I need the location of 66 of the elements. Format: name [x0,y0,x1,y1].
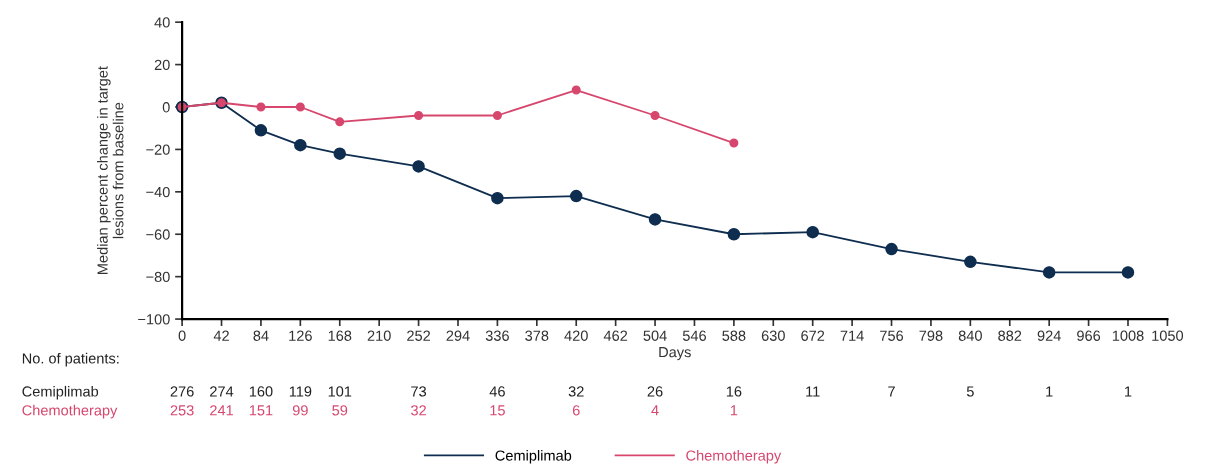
text: 276 [170,386,194,397]
x-tick-label: 924 [1037,330,1061,341]
text: 101 [328,386,352,397]
y-tick-label: −20 [146,144,170,155]
text: 15 [490,405,505,416]
x-tick-label: 462 [603,330,628,341]
text: 241 [210,405,233,416]
x-tick-label: 840 [958,330,982,341]
x-tick-label: 504 [643,330,667,341]
text: 1 [1046,386,1053,397]
x-tick-label: 84 [253,330,269,341]
text: 99 [292,405,308,416]
text: 1 [730,405,738,416]
x-tick-label: 42 [213,330,229,341]
text: 59 [332,405,348,416]
text: 26 [647,386,663,397]
x-tick-label: 546 [682,330,706,341]
y-tick-label: 40 [154,17,170,28]
x-tick-label: 966 [1077,330,1101,341]
text: 4 [651,405,659,416]
x-tick-label: 0 [178,330,186,341]
text: 32 [568,386,584,397]
x-tick-label: 1008 [1112,330,1144,341]
text: 274 [210,386,234,397]
x-tick-label: 756 [880,330,904,341]
x-tick-label: 714 [840,330,864,341]
text: 253 [170,405,194,416]
x-tick-label: 378 [525,330,549,341]
text: Chemotherapy [22,404,118,419]
text: 32 [411,405,426,416]
y-tick-label: −40 [146,186,170,198]
x-tick-label: 126 [289,330,312,341]
text: 5 [966,386,974,397]
legend-label: Chemotherapy [686,450,782,464]
y-tick-label: −60 [146,229,170,240]
text: 151 [249,405,273,416]
text: 160 [249,386,273,397]
y-tick-label: 0 [162,102,170,113]
x-tick-label: 1050 [1152,330,1184,341]
text: 16 [726,386,742,397]
text: Cemiplimab [22,385,99,400]
text: 73 [411,386,427,397]
legend-label: Cemiplimab [495,450,572,464]
x-tick-label: 294 [446,330,470,341]
text: 46 [489,386,505,397]
text: 6 [572,405,580,416]
text: No. of patients: [22,352,119,367]
text: 119 [289,386,312,397]
x-tick-label: 168 [328,330,352,341]
y-axis-title: Median percent change in target lesions from baseline [97,66,124,275]
text: 11 [806,386,820,397]
text: 1 [1125,386,1132,397]
x-tick-label: 588 [722,330,746,341]
y-tick-label: −100 [138,314,170,325]
x-tick-label: 798 [919,330,943,341]
y-tick-label: −80 [146,271,170,283]
x-tick-label: 420 [564,330,588,341]
x-tick-label: 252 [407,330,431,341]
x-tick-label: 336 [485,330,509,341]
x-tick-label: 672 [801,330,825,341]
x-tick-label: 630 [761,330,785,341]
y-tick-label: 20 [154,59,170,71]
x-tick-label: 210 [367,330,391,341]
text: 7 [888,386,895,397]
x-axis-title: Days [659,347,691,361]
x-tick-label: 882 [998,330,1022,341]
